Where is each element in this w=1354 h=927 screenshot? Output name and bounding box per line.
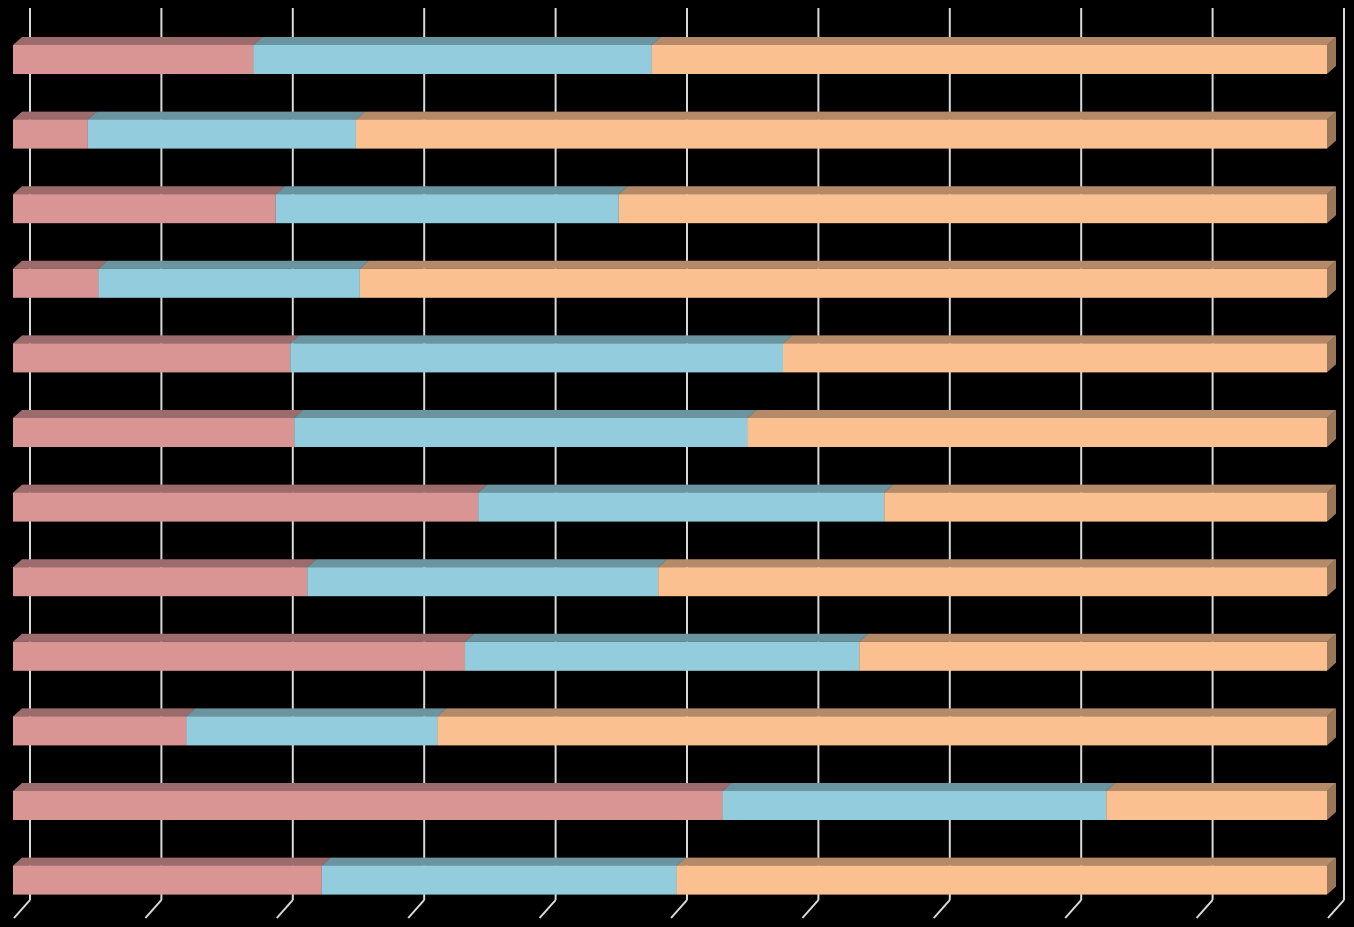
- axis-tick: [670, 899, 688, 919]
- axis-tick: [1195, 899, 1214, 919]
- bar-segment: [13, 791, 723, 820]
- bar-segment-top: [1106, 783, 1336, 791]
- bar-segment-top: [186, 708, 447, 717]
- axis-tick: [538, 899, 557, 919]
- bar-side: [1327, 186, 1336, 224]
- bar-segment: [98, 268, 360, 298]
- bar-side: [1327, 484, 1336, 522]
- bar-segment: [1106, 791, 1327, 820]
- bar-segment: [747, 418, 1327, 447]
- bar-segment-top: [747, 410, 1336, 418]
- bar-segment: [658, 567, 1327, 597]
- bar-segment-top: [478, 484, 894, 493]
- bar-side: [1327, 559, 1336, 597]
- bar-segment-top: [13, 857, 331, 866]
- bar-segment-top: [13, 708, 196, 717]
- bar-segment: [294, 418, 748, 447]
- bar-segment-top: [13, 186, 285, 195]
- bar-segment-top: [658, 559, 1336, 568]
- bar-segment-top: [618, 186, 1336, 195]
- bar-segment-top: [98, 260, 369, 269]
- bar-segment-top: [13, 633, 475, 642]
- bar-segment: [359, 268, 1327, 298]
- bar-segment-top: [13, 783, 732, 791]
- bar-segment: [884, 492, 1327, 522]
- bar-segment: [13, 865, 322, 895]
- bar-segment: [651, 45, 1327, 74]
- bar-segment: [87, 119, 356, 149]
- bar-segment-top: [13, 484, 488, 493]
- bar-segment: [275, 194, 619, 224]
- bar-segment-top: [275, 186, 628, 195]
- bar-side: [1327, 335, 1336, 373]
- bar-segment-top: [13, 37, 263, 45]
- bar-segment: [859, 641, 1327, 671]
- bar-segment: [783, 343, 1327, 373]
- bar-segment: [355, 119, 1328, 149]
- bar-segment: [290, 343, 784, 373]
- bar-segment-top: [884, 484, 1336, 493]
- bar-segment: [465, 641, 860, 671]
- bar-segment: [307, 567, 659, 597]
- bar-segment-top: [465, 633, 869, 642]
- bar-segment: [437, 716, 1327, 746]
- bar-segment: [13, 268, 99, 298]
- axis-tick: [1327, 899, 1345, 919]
- bar-segment: [722, 791, 1107, 820]
- bar-segment: [253, 45, 652, 74]
- bar-segment: [321, 865, 677, 895]
- axis-tick: [144, 899, 163, 919]
- bar-segment-top: [13, 260, 108, 269]
- axis-tick: [407, 899, 425, 919]
- bar-segment-top: [13, 410, 304, 418]
- bar-segment-top: [783, 335, 1336, 344]
- bar-segment-top: [359, 260, 1336, 269]
- bar-segment: [13, 567, 308, 597]
- bar-segment-top: [722, 783, 1116, 791]
- axis-tick: [13, 899, 31, 919]
- bar-segment: [13, 418, 295, 447]
- bar-side: [1327, 37, 1336, 74]
- bar-segment-top: [437, 708, 1336, 717]
- bar-segment-top: [307, 559, 668, 568]
- bar-segment: [13, 194, 276, 224]
- bar-segment-top: [355, 111, 1337, 120]
- bar-segment: [186, 716, 438, 746]
- bar-segment: [618, 194, 1327, 224]
- bar-side: [1327, 633, 1336, 671]
- bar-segment-top: [13, 111, 97, 120]
- bar-side: [1327, 783, 1336, 820]
- bar-segment: [676, 865, 1327, 895]
- bar-segment-top: [290, 335, 793, 344]
- bar-side: [1327, 857, 1336, 895]
- bar-segment-top: [651, 37, 1336, 45]
- bar-segment: [13, 641, 466, 671]
- bar-segment: [13, 343, 291, 373]
- bar-segment-top: [13, 335, 300, 344]
- bar-segment-top: [321, 857, 686, 866]
- bar-segment-top: [859, 633, 1336, 642]
- bar-segment-top: [676, 857, 1336, 866]
- axis-tick: [1064, 899, 1082, 919]
- bar-segment-top: [87, 111, 365, 120]
- bar-segment: [13, 492, 479, 522]
- bar-side: [1327, 410, 1336, 447]
- bar-side: [1327, 708, 1336, 746]
- bar-side: [1327, 260, 1336, 298]
- bar-segment: [13, 119, 88, 149]
- bar-segment: [13, 45, 254, 74]
- axis-tick: [933, 899, 951, 919]
- axis-tick: [801, 899, 820, 919]
- bar-segment: [13, 716, 187, 746]
- bar-segment-top: [253, 37, 661, 45]
- bar-segment-top: [13, 559, 317, 568]
- bar-segment-top: [294, 410, 757, 418]
- axis-tick: [276, 899, 294, 919]
- bar-segment: [478, 492, 885, 522]
- bar-side: [1327, 111, 1336, 149]
